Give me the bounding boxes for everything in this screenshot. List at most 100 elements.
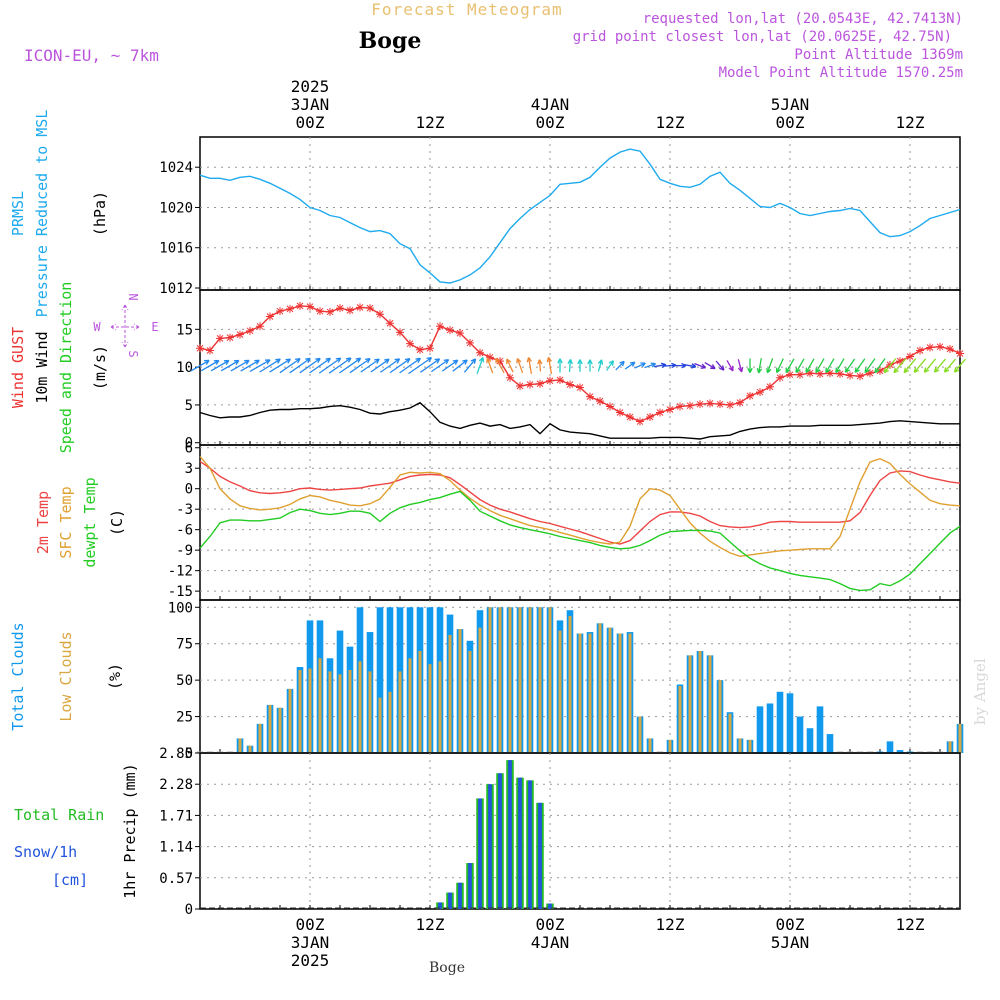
low-cloud-bar [418, 651, 422, 753]
total-cloud-bar [376, 607, 384, 753]
wind-arrow [597, 359, 604, 372]
series-wind10m [199, 401, 960, 440]
wind-axis-label: 10m Wind [33, 331, 51, 403]
low-cloud-bar [498, 607, 502, 753]
low-cloud-bar [578, 633, 582, 753]
low-cloud-bar [468, 651, 472, 753]
low-cloud-bar [448, 634, 452, 753]
low-cloud-bar [338, 674, 342, 753]
header: Forecast Meteogram Boge ICON-EU, ~ 7km r… [24, 0, 989, 976]
low-cloud-bar [508, 607, 512, 753]
wind-arrow [776, 358, 784, 374]
gust-marker [816, 369, 824, 378]
compass-arrows [110, 304, 140, 348]
gust-marker [476, 348, 484, 357]
series-prmsl [199, 148, 961, 284]
low-cloud-bar [678, 685, 682, 753]
low-cloud-bar [458, 629, 462, 753]
wind-axis-label: Wind GUST [9, 327, 27, 408]
time-label-bottom: 3JAN [291, 933, 330, 952]
wind-arrow [747, 358, 753, 373]
time-label-top: 00Z [776, 113, 805, 132]
wind-arrow [835, 358, 845, 374]
low-cloud-bar [748, 739, 752, 753]
low-cloud-bar [698, 651, 702, 753]
precip-snow-bar [458, 882, 462, 909]
gust-marker [896, 357, 904, 366]
temperature-ytick-label: -15 [168, 584, 193, 600]
low-cloud-bar [598, 623, 602, 753]
gust-marker [536, 379, 544, 388]
compass-letter: E [151, 320, 158, 334]
gust-marker [286, 304, 294, 313]
gust-marker [426, 344, 434, 353]
gust-marker [336, 304, 344, 313]
wind-arrow [694, 362, 707, 369]
wind-arrow [704, 362, 716, 370]
low-cloud-bar [348, 669, 352, 753]
panel-temperature: -15 -12 -9 -6 -3 0 3 6 2m Temp SFC Temp dewpt Temp… [34, 441, 961, 601]
low-cloud-bar [948, 741, 952, 753]
total-cloud-bar [826, 734, 834, 753]
gust-marker [316, 307, 324, 316]
temperature-axis-label: SFC Temp [57, 486, 75, 558]
gust-marker [396, 328, 404, 337]
wind-arrow [249, 359, 271, 372]
pressure-ytick-label: 1012 [159, 281, 193, 297]
pressure-axis-label: (hPa) [91, 191, 109, 236]
total-cloud-bar [806, 728, 814, 753]
precip-ytick-label: 0.57 [159, 871, 193, 887]
low-cloud-bar [608, 627, 612, 753]
precip-axis-label: 1hr Precip (mm) [121, 763, 139, 898]
clouds-axis-label: Low Clouds [57, 631, 75, 721]
low-cloud-bar [288, 688, 292, 753]
temperature-ytick-label: 6 [185, 441, 193, 457]
precip-snow-bar [508, 760, 512, 909]
wind-arrow [634, 362, 646, 369]
wind-arrow [644, 362, 657, 369]
clouds-ytick-label: 75 [176, 637, 193, 653]
gust-marker [556, 375, 564, 384]
total-cloud-bar [896, 750, 904, 753]
precip-ytick-label: 0 [185, 902, 193, 918]
gust-marker [906, 352, 914, 361]
pressure-ytick-label: 1016 [159, 241, 193, 257]
wind-arrow [653, 362, 667, 369]
watermark: by Angel [971, 658, 989, 725]
wind-arrow [279, 357, 301, 374]
panel-clouds: 0 25 50 75 100 Total Clouds Low Clouds (%) [9, 599, 964, 762]
gust-marker [766, 382, 774, 391]
gust-marker [936, 342, 944, 351]
low-cloud-bar [518, 607, 522, 753]
wind-arrow [360, 358, 380, 373]
temperature-ytick-label: -6 [176, 523, 193, 539]
low-cloud-bar [588, 633, 592, 753]
gust-marker [686, 401, 694, 410]
wind-arrow [526, 357, 533, 374]
wind-arrow [309, 357, 331, 374]
wind-arrow [785, 358, 795, 374]
pressure-axis-label: PRMSL [9, 191, 27, 236]
low-cloud-bar [368, 671, 372, 753]
time-label-bottom: 12Z [896, 915, 925, 934]
low-cloud-bar [428, 664, 432, 753]
wind-arrow [933, 358, 946, 373]
wind-arrow [299, 357, 321, 374]
gust-marker [576, 383, 584, 392]
series-temp2m [199, 460, 961, 545]
low-cloud-bar [958, 723, 962, 753]
wind-arrow [486, 357, 494, 374]
low-cloud-bar [268, 704, 272, 753]
gust-marker [526, 380, 534, 389]
precip-legend-label: Snow/1h [14, 843, 77, 861]
time-label-top: 00Z [536, 113, 565, 132]
temperature-axis-label: dewpt Temp [81, 477, 99, 567]
gust-marker [356, 303, 364, 312]
gust-marker [236, 330, 244, 339]
wind-arrow [399, 357, 421, 374]
precip-snow-bar [468, 863, 472, 909]
pressure-frame [199, 136, 961, 291]
wind-arrow [587, 359, 593, 372]
gust-marker [266, 312, 274, 321]
low-cloud-bar [388, 691, 392, 753]
